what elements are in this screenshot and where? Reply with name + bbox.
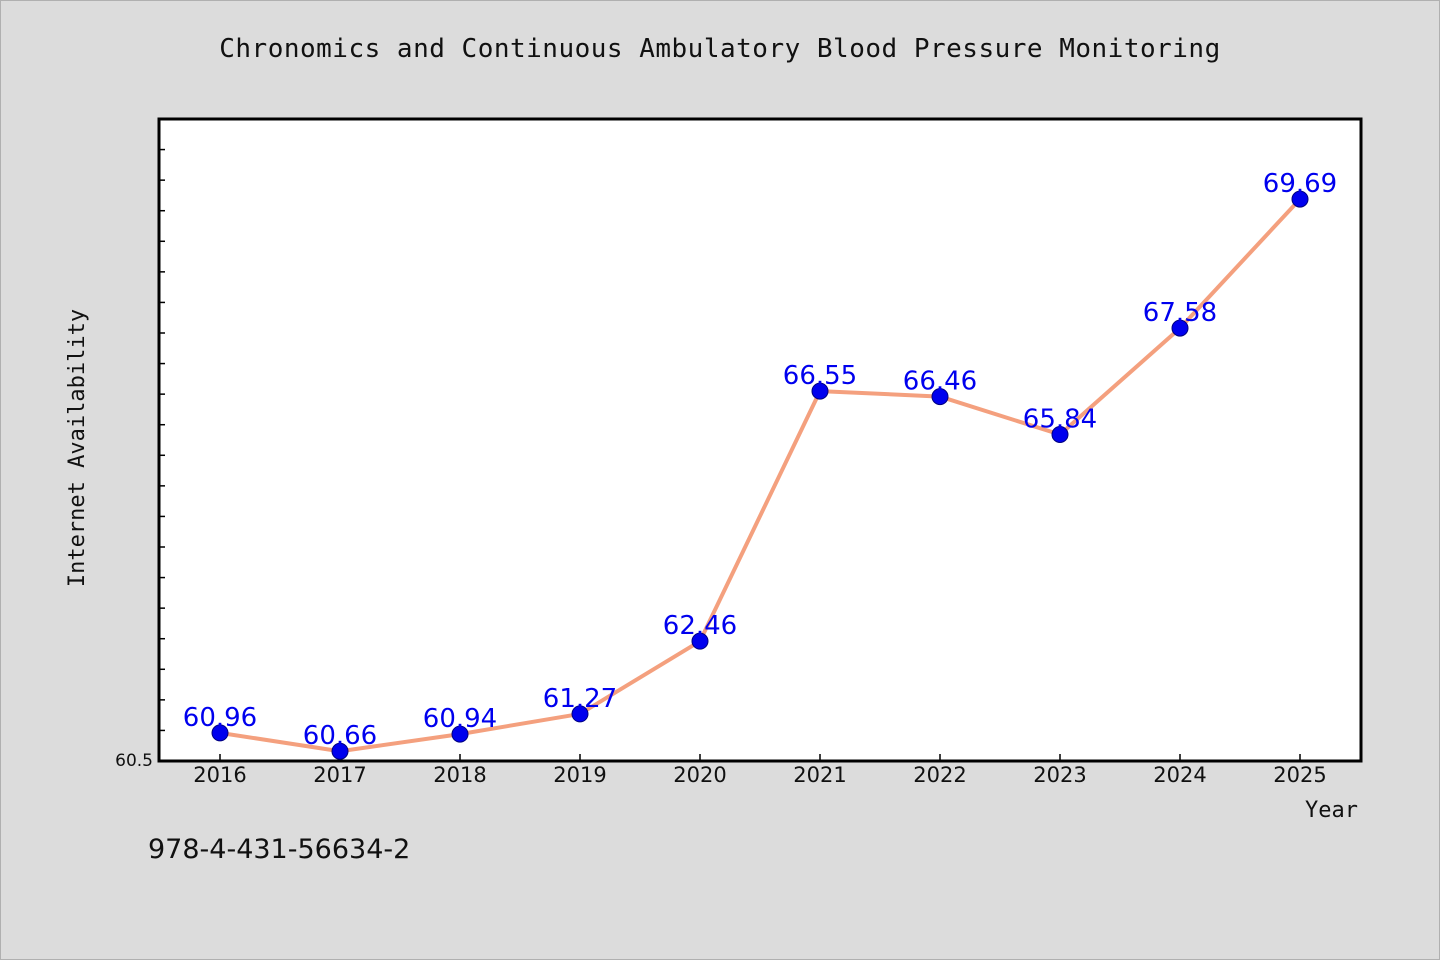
x-tick-label-2025: 2025: [1273, 763, 1326, 787]
data-point-2017: [331, 742, 349, 760]
data-labels: 60.96 60.66 60.94 61.27 62.46 66.55 66.46 65.84…: [183, 169, 1337, 751]
data-label-2018: 60.94: [423, 704, 497, 734]
data-label-2024: 67.58: [1143, 298, 1217, 328]
series-line: [218, 197, 1302, 754]
x-tick-label-2018: 2018: [433, 763, 486, 787]
plot-area: [157, 117, 1363, 763]
data-label-2021: 66.55: [783, 361, 857, 391]
x-tick-label-2016: 2016: [193, 763, 246, 787]
data-label-2020: 62.46: [663, 611, 737, 641]
data-point-2022: [931, 388, 949, 406]
data-point-2021: [811, 382, 829, 400]
data-point-2025: [1291, 190, 1309, 208]
series-markers: [211, 190, 1309, 760]
y-axis-min-label: 60.5: [115, 751, 153, 771]
data-point-2020: [691, 632, 709, 650]
data-label-2019: 61.27: [543, 684, 617, 714]
x-tick-label-2023: 2023: [1033, 763, 1086, 787]
data-point-2024: [1171, 319, 1189, 337]
y-axis-ticks: [159, 148, 165, 762]
x-tick-label-2022: 2022: [913, 763, 966, 787]
chart-title: Chronomics and Continuous Ambulatory Blo…: [219, 34, 1221, 64]
x-tick-label-2019: 2019: [553, 763, 606, 787]
x-tick-label-2017: 2017: [313, 763, 366, 787]
data-label-2016: 60.96: [183, 703, 257, 733]
x-tick-label-2020: 2020: [673, 763, 726, 787]
footer-code: 978-4-431-56634-2: [148, 834, 411, 865]
x-tick-label-2024: 2024: [1153, 763, 1206, 787]
y-axis-title: Internet Availability: [65, 309, 90, 587]
data-label-2025: 69.69: [1263, 169, 1337, 199]
x-axis-ticks: 2016 2017 2018 2019 2020 2021 2022 2023 2024 2025: [193, 754, 1327, 787]
data-point-2019: [571, 705, 589, 723]
data-point-2018: [451, 725, 469, 743]
data-label-2022: 66.46: [903, 367, 977, 397]
data-label-2023: 65.84: [1023, 404, 1097, 434]
x-axis-title: Year: [1305, 798, 1358, 823]
x-tick-label-2021: 2021: [793, 763, 846, 787]
data-label-2017: 60.66: [303, 721, 377, 751]
data-point-2023: [1051, 425, 1069, 443]
data-point-2016: [211, 724, 229, 742]
